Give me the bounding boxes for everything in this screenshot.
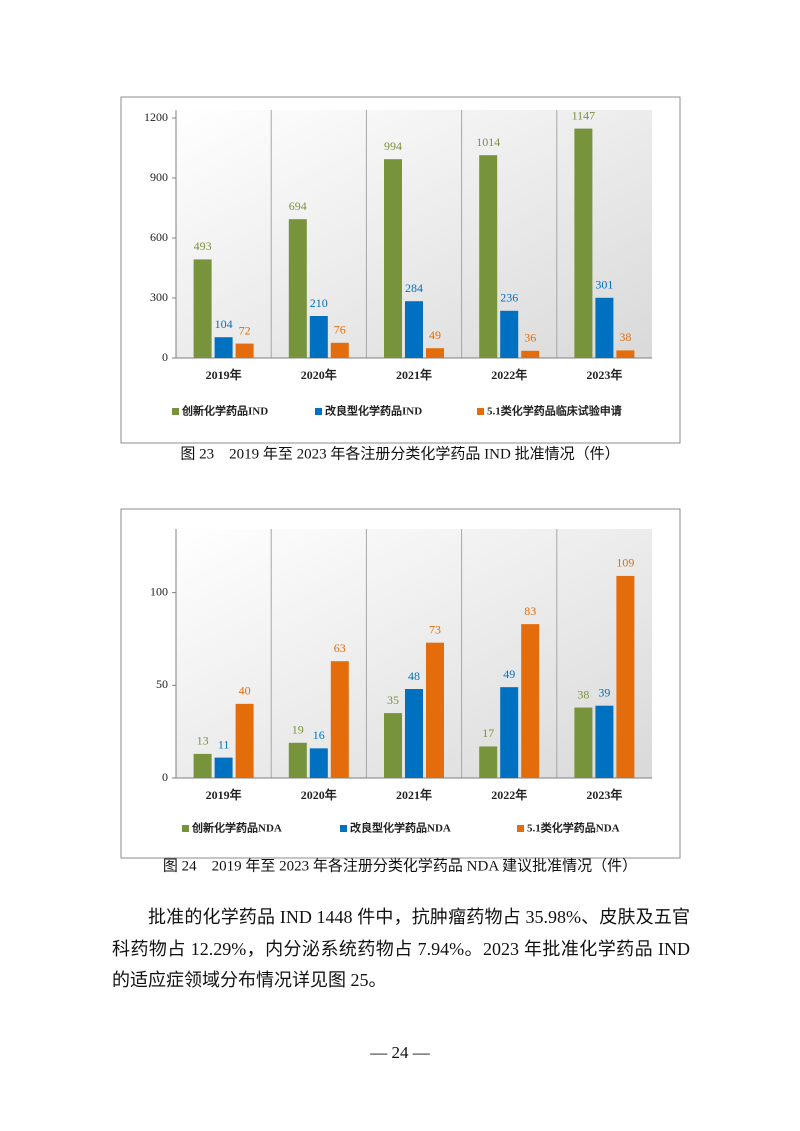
y-tick-label: 100	[150, 584, 168, 598]
bar	[288, 219, 307, 358]
value-label: 49	[429, 328, 441, 342]
y-tick-label: 50	[156, 677, 168, 691]
caption: 图 23 2019 年至 2023 年各注册分类化学药品 IND 批准情况（件）	[180, 445, 619, 462]
value-label: 48	[408, 669, 420, 683]
value-label: 109	[616, 556, 634, 570]
bar	[595, 297, 614, 358]
value-label: 1014	[476, 135, 500, 149]
bar	[193, 259, 212, 358]
bar	[521, 350, 540, 358]
x-tick-label: 2022年	[491, 787, 527, 802]
value-label: 38	[619, 330, 631, 344]
bar	[521, 624, 540, 778]
bar	[595, 705, 614, 778]
value-label: 11	[218, 737, 230, 751]
x-tick-label: 2020年	[301, 787, 337, 802]
value-label: 210	[310, 296, 328, 310]
bar	[479, 746, 498, 778]
bar	[479, 155, 498, 358]
y-tick-label: 1200	[144, 110, 168, 124]
page-number: — 24 —	[370, 1043, 430, 1062]
value-label: 63	[334, 641, 346, 655]
y-tick-label: 0	[162, 350, 168, 364]
x-tick-label: 2023年	[586, 367, 622, 382]
value-label: 1147	[572, 108, 596, 122]
bar	[426, 642, 444, 778]
value-label: 76	[334, 323, 346, 337]
bar	[574, 707, 593, 778]
y-tick-label: 300	[150, 290, 168, 304]
legend-marker	[477, 408, 484, 415]
x-tick-label: 2021年	[396, 367, 432, 382]
bar	[426, 348, 444, 358]
legend-label: 创新化学药品NDA	[191, 821, 282, 835]
bar	[500, 310, 519, 358]
value-label: 284	[405, 281, 423, 295]
bar	[309, 316, 328, 358]
bar	[384, 713, 402, 778]
value-label: 236	[500, 291, 518, 305]
bar	[288, 742, 307, 778]
x-tick-label: 2023年	[586, 787, 622, 802]
value-label: 38	[577, 687, 589, 701]
bar	[330, 342, 349, 358]
bar	[235, 703, 254, 778]
caption: 图 24 2019 年至 2023 年各注册分类化学药品 NDA 建议批准情况（…	[163, 857, 637, 874]
value-label: 73	[429, 622, 441, 636]
x-tick-label: 2019年	[206, 367, 242, 382]
value-label: 49	[503, 667, 515, 681]
value-label: 35	[387, 693, 399, 707]
x-tick-label: 2020年	[301, 367, 337, 382]
value-label: 16	[313, 728, 325, 742]
value-label: 19	[292, 723, 304, 737]
bar	[500, 687, 519, 778]
legend-marker	[172, 408, 179, 415]
bar	[214, 757, 233, 778]
x-tick-label: 2019年	[206, 787, 242, 802]
value-label: 17	[482, 726, 494, 740]
legend-marker	[340, 825, 347, 832]
bar	[384, 159, 402, 358]
paragraph: 批准的化学药品 IND 1448 件中，抗肿瘤药物占 35.98%、皮肤及五官科…	[112, 907, 690, 990]
bar	[616, 350, 635, 358]
y-tick-label: 0	[162, 770, 168, 784]
value-label: 13	[197, 734, 209, 748]
x-tick-label: 2021年	[396, 787, 432, 802]
bar	[235, 343, 254, 358]
bar	[330, 661, 349, 778]
legend-marker	[315, 408, 322, 415]
bar	[214, 337, 233, 358]
bar	[193, 753, 212, 778]
value-label: 36	[524, 331, 536, 345]
value-label: 994	[384, 139, 402, 153]
bar	[405, 301, 423, 358]
y-tick-label: 900	[150, 170, 168, 184]
legend-label: 5.1类化学药品临床试验申请	[487, 404, 622, 418]
value-label: 694	[289, 199, 307, 213]
value-label: 39	[598, 685, 610, 699]
value-label: 83	[524, 604, 536, 618]
legend-label: 5.1类化学药品NDA	[527, 821, 620, 835]
legend-label: 改良型化学药品NDA	[350, 821, 451, 835]
bar	[405, 689, 423, 778]
legend-marker	[517, 825, 524, 832]
legend-label: 改良型化学药品IND	[325, 404, 422, 418]
value-label: 40	[239, 684, 251, 698]
bar	[616, 575, 635, 778]
value-label: 72	[239, 323, 251, 337]
x-tick-label: 2022年	[491, 367, 527, 382]
value-label: 301	[595, 278, 613, 292]
value-label: 493	[194, 239, 212, 253]
y-tick-label: 600	[150, 230, 168, 244]
legend-label: 创新化学药品IND	[181, 404, 268, 418]
value-label: 104	[215, 317, 233, 331]
legend-marker	[182, 825, 189, 832]
bar	[574, 128, 593, 358]
bar	[309, 748, 328, 778]
